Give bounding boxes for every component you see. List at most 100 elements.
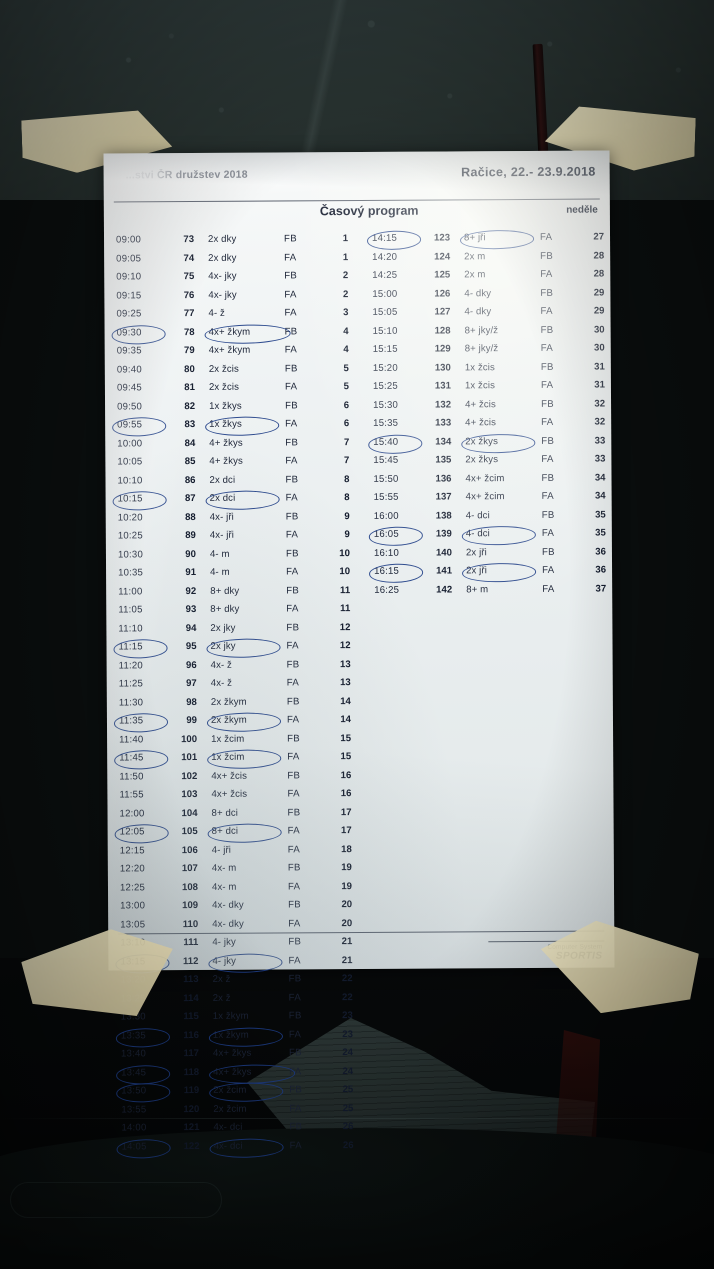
start-time: 15:45 [373,454,399,466]
schedule-row: 14:20 124 2x m FB 28 [366,247,616,267]
schedule-poster: ...stvi ČR družstev 2018 Račice, 22.- 23… [103,150,615,1159]
final-label: FA [285,418,298,430]
event-number: 17 [340,806,352,818]
schedule-row: 15:55 137 4x+ žcim FA 34 [368,487,618,507]
race-number: 137 [435,491,452,503]
race-number: 102 [181,770,198,782]
final-label: FA [539,231,553,243]
race-number: 98 [186,696,197,708]
boat-class: 2x m [464,269,486,281]
final-label: FB [288,1047,302,1059]
boat-class: 8+ dci [211,807,239,819]
final-label: FB [540,361,554,373]
start-time: 12:15 [119,844,145,856]
event-number: 1 [342,251,349,263]
start-time: 09:10 [116,271,142,283]
final-label: FB [541,546,555,558]
race-number: 108 [181,881,199,893]
event-number: 16 [340,788,352,800]
boat-class: 4x+ žkym [208,326,251,338]
schedule-row: 15:05 127 4- dky FA 29 [366,302,616,322]
final-label: FB [540,324,554,336]
race-number: 78 [183,326,195,338]
race-number: 122 [183,1140,200,1152]
schedule-row: 12:25 108 4x- m FA 19 [114,877,364,897]
start-time: 14:15 [371,232,398,244]
start-time: 10:30 [117,548,144,560]
event-number: 15 [340,732,352,744]
final-label: FB [540,250,554,262]
boat-class: 4- m [210,566,230,578]
boat-class: 2x dci [209,492,236,504]
race-number: 82 [184,400,196,412]
event-number: 14 [340,695,351,707]
start-time: 10:35 [118,567,144,579]
boat-class: 4x- dky [212,918,244,930]
final-label: FA [540,305,553,317]
red-object [556,1030,600,1150]
dashboard [0,1128,714,1269]
start-time: 15:20 [372,362,398,374]
start-time: 10:10 [117,474,143,486]
start-time: 11:35 [118,715,144,727]
boat-class: 2x jky [210,622,236,634]
event-number: 10 [339,566,351,578]
schedule-row: 15:15 129 8+ jky/ž FA 30 [367,339,617,359]
schedule-row: 14:00 121 4x- dci FB 26 [115,1118,365,1138]
final-label: FB [288,973,302,985]
boat-class: 2x jři [466,565,487,577]
event-number: 5 [343,381,349,393]
race-number: 84 [184,437,196,449]
start-time: 09:40 [116,363,142,375]
start-time: 15:55 [373,491,399,503]
race-number: 106 [181,844,198,856]
event-number: 4 [343,325,349,337]
event-number: 33 [594,434,606,447]
final-label: FA [541,490,554,502]
race-number: 114 [183,992,199,1004]
event-number: 2 [342,270,349,282]
event-number: 34 [594,490,606,502]
boat-class: 4- m [209,548,230,560]
event-number: 23 [342,1028,353,1040]
race-number: 97 [186,677,197,690]
final-label: FB [284,362,298,374]
final-label: FA [288,1028,302,1040]
schedule-row: 13:50 119 2x žcim FB 25 [115,1081,365,1103]
race-number: 129 [434,343,451,355]
start-time: 16:00 [373,510,399,522]
start-time: 11:40 [119,733,144,745]
start-time: 15:35 [373,417,399,429]
boat-class: 1x žcim [211,733,245,745]
poster-page: ...stvi ČR družstev 2018 Račice, 22.- 23… [104,150,615,1159]
race-number: 86 [184,474,196,486]
event-number: 36 [595,545,606,558]
schedule-row: 09:35 79 4x+ žkym FA 4 [111,341,361,361]
start-time: 11:50 [119,770,144,782]
event-number: 16 [340,769,352,781]
start-time: 15:05 [372,306,398,318]
event-number: 12 [339,621,351,633]
start-time: 14:05 [121,1140,147,1152]
event-number: 2 [342,288,349,300]
schedule-row: 12:00 104 8+ dci FB 17 [113,803,363,823]
boat-class: 2x m [464,250,486,262]
schedule-row: 09:00 73 2x dky FB 1 [110,230,360,250]
race-number: 77 [183,308,195,320]
boat-class: 4- jky [212,955,237,967]
boat-class: 8+ dci [211,825,239,837]
event-number: 35 [595,527,606,539]
start-time: 11:10 [118,622,143,634]
start-time: 12:25 [119,881,146,893]
schedule-row: 10:05 85 4+ žkys FA 7 [111,452,361,472]
boat-class: 4x- dci [213,1121,243,1133]
schedule-row: 09:05 74 2x dky FA 1 [110,248,360,268]
event-number: 22 [341,973,353,985]
start-time: 10:05 [117,456,143,468]
schedule-columns: 09:00 73 2x dky FB 1 09:05 74 2x dky FA 1 09:10 75 4… [104,228,610,1159]
race-number: 88 [185,511,196,523]
event-number: 32 [594,397,606,410]
schedule-row: 15:45 135 2x žkys FA 33 [367,450,617,470]
start-time: 10:25 [117,530,143,542]
